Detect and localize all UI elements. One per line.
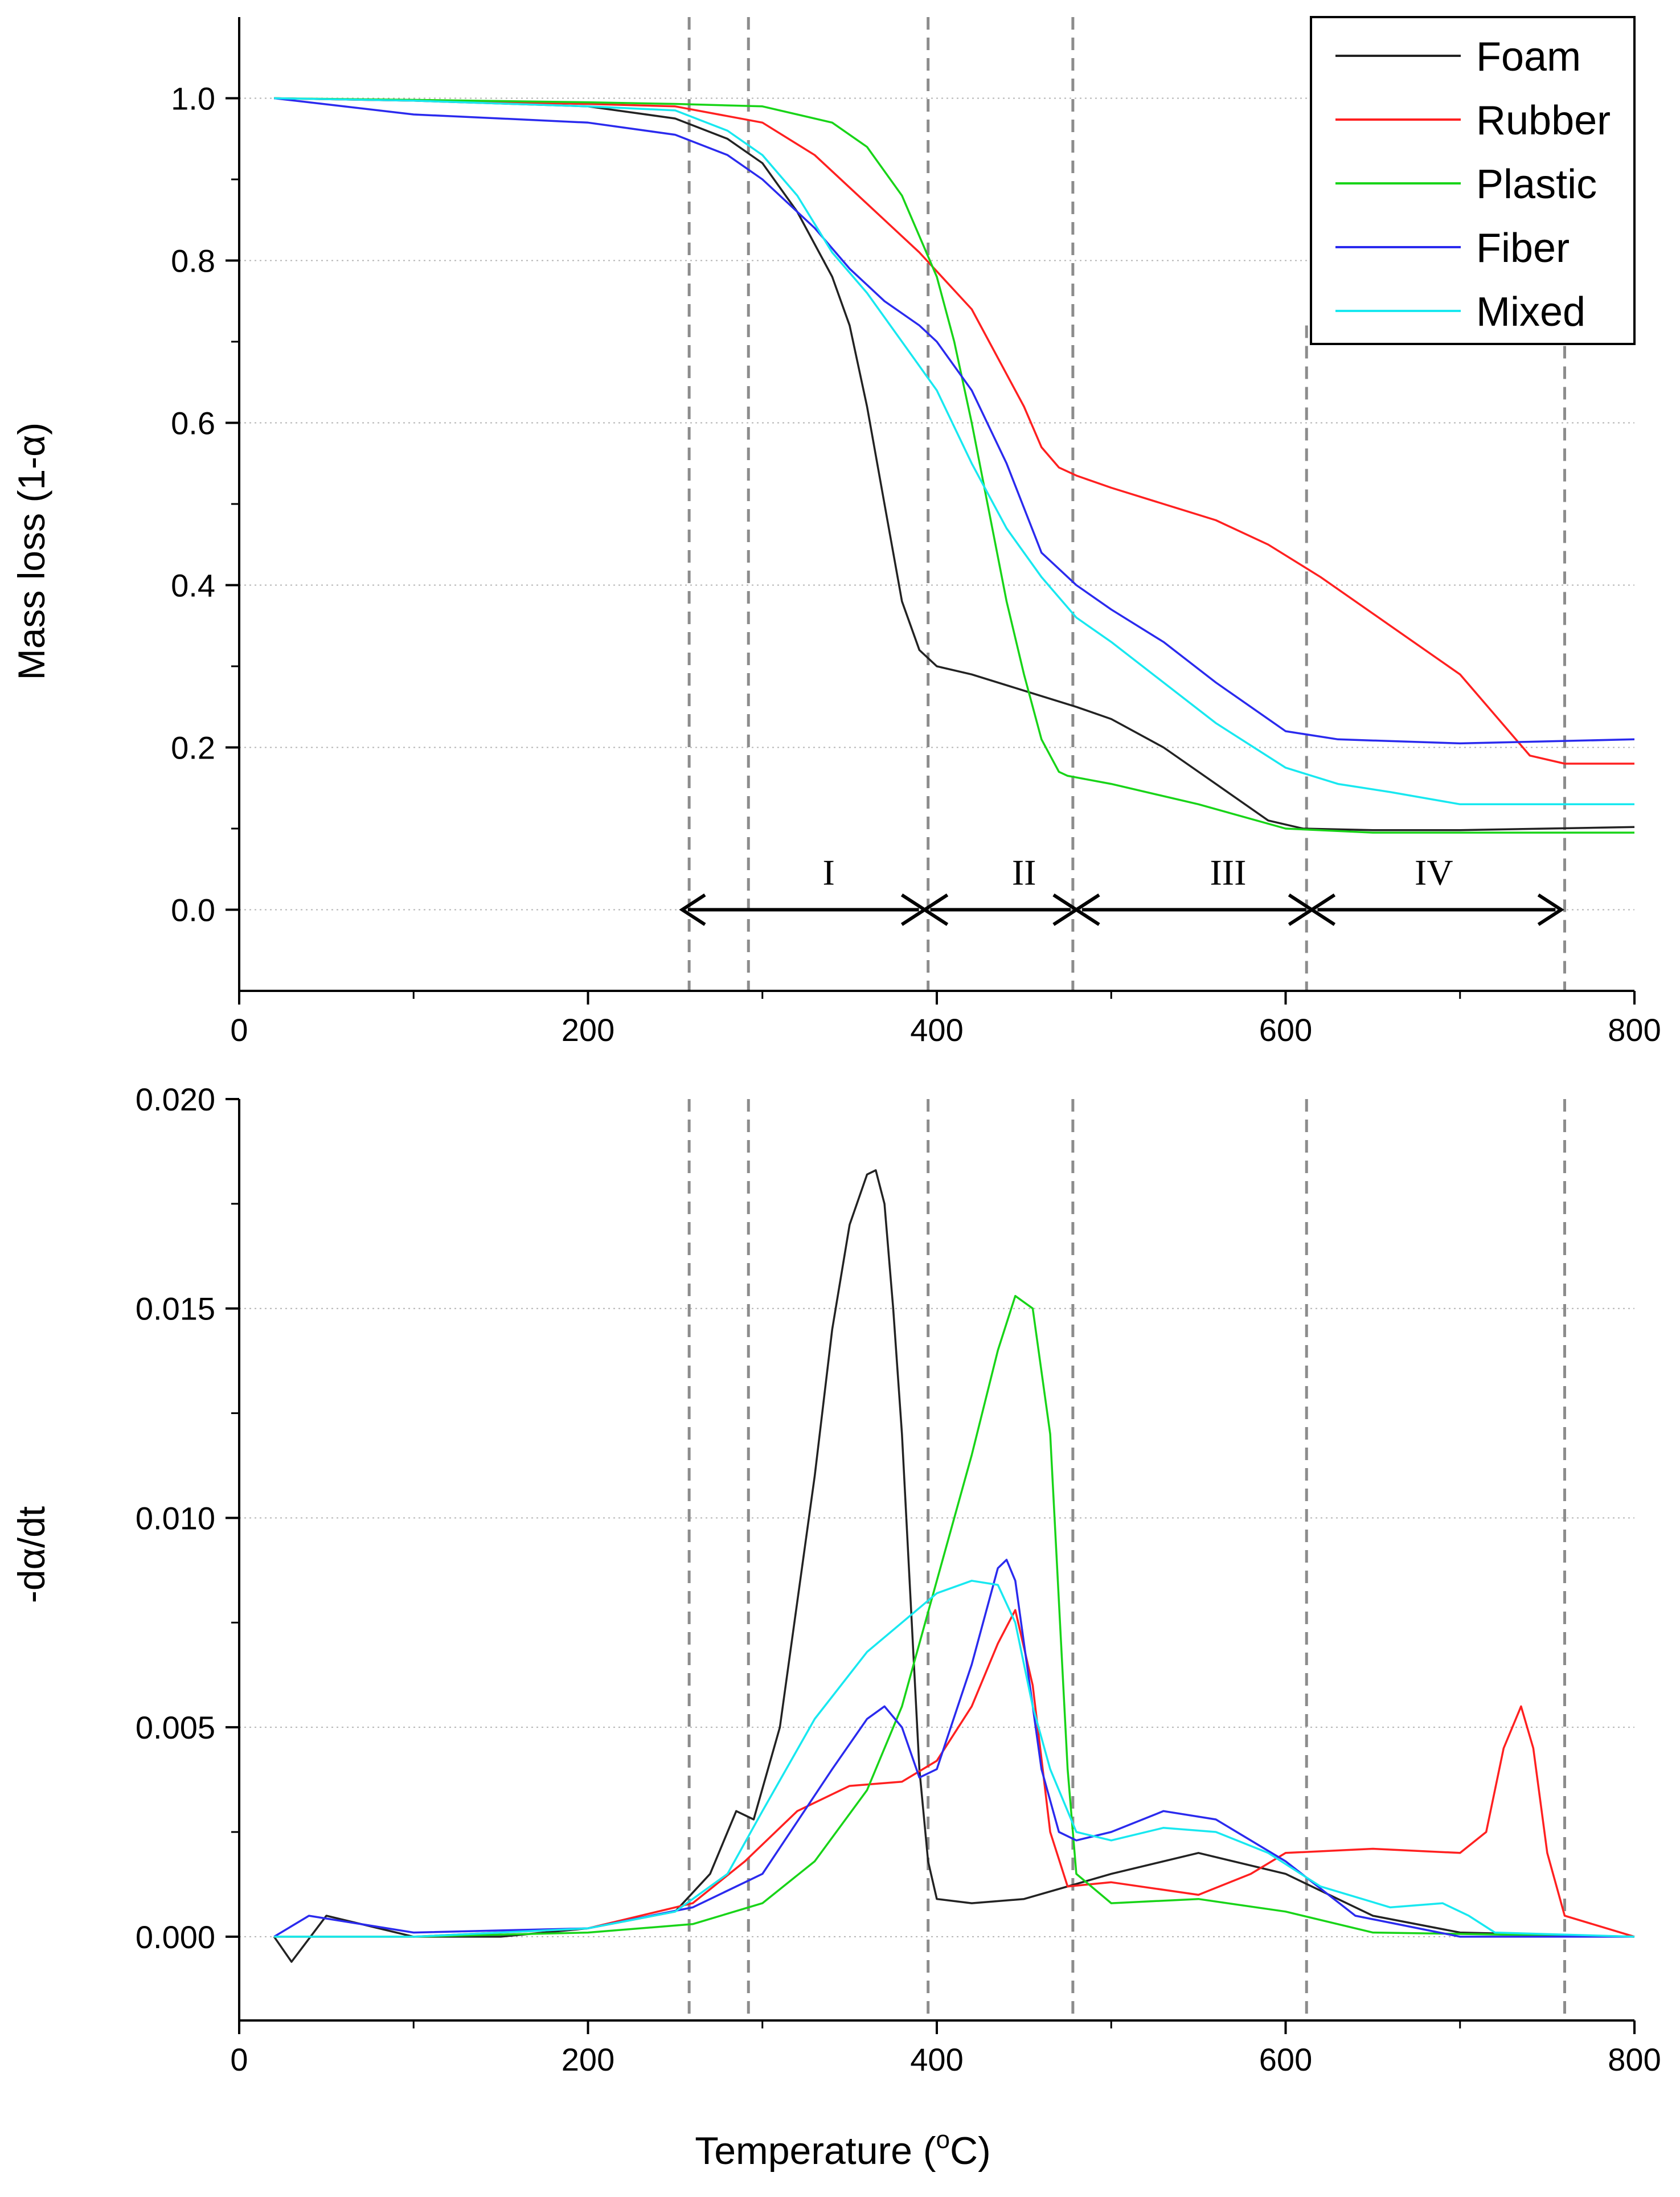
y-tick-label: 0.015 (136, 1291, 215, 1327)
y-tick-label: 1.0 (171, 81, 215, 117)
bottom-y-axis-label: -dα/dt (10, 1506, 52, 1603)
series-line-mixed (274, 1580, 1635, 1938)
x-tick-label: 600 (1259, 1012, 1312, 1048)
y-tick-label: 0.4 (171, 568, 215, 604)
x-tick-label: 800 (1608, 1012, 1661, 1048)
y-tick-label: 0.005 (136, 1710, 215, 1745)
legend-label-mixed: Mixed (1476, 289, 1585, 335)
series-line-fiber (273, 1559, 1634, 1938)
top-y-axis-label: Mass loss (1-α) (10, 423, 52, 681)
x-tick-label: 800 (1608, 2042, 1661, 2077)
x-tick-label: 400 (910, 1012, 963, 1048)
top-series-lines (274, 97, 1635, 834)
bottom-axes: 0 200 400 600 800 0.000 0.005 0.010 0.015 0.020 (136, 1081, 1661, 2077)
x-tick-label: 200 (562, 1012, 614, 1048)
y-tick-label: 0.000 (136, 1919, 215, 1955)
mass-loss-chart: I II III IV 0 200 400 600 8000.00.20.40.60.81.0… (10, 16, 1661, 1048)
bottom-series-lines (273, 1169, 1635, 1963)
series-line-fiber (274, 97, 1635, 745)
y-tick-label: 0.6 (171, 405, 215, 441)
stage-arrows: I II III IV (679, 852, 1564, 927)
stage-label: I (822, 852, 834, 892)
top-axes: 0 200 400 600 800 0.0 0.2 0.4 0.6 0.8 1.0 (171, 17, 1661, 1048)
x-tick-label: 0 (230, 1012, 248, 1048)
stage-arrow-head-left (921, 893, 949, 927)
series-line-plastic (274, 97, 1634, 834)
top-stage-guide-lines (687, 17, 1566, 991)
legend: Foam Rubber Plastic Fiber Mixed (1310, 16, 1636, 345)
series-line-rubber (274, 97, 1634, 765)
legend-label-fiber: Fiber (1476, 226, 1570, 271)
series-line-foam (273, 1169, 1635, 1963)
y-tick-label: 0.0 (171, 892, 215, 928)
legend-label-foam: Foam (1476, 34, 1581, 80)
stage-arrow-head-left (1073, 893, 1100, 927)
stage-arrow-head-left (1308, 893, 1336, 927)
x-axis-label: Temperature (oC) (695, 2126, 991, 2173)
x-tick-label: 400 (910, 2042, 963, 2077)
x-tick-label: 0 (230, 2042, 248, 2077)
series-line-rubber (274, 1609, 1635, 1938)
legend-box (1310, 16, 1636, 345)
x-tick-label: 600 (1259, 2042, 1312, 2077)
derivative-chart: 0 200 400 600 800 0.000 0.005 0.010 0.015 0.020 -… (10, 1081, 1661, 2077)
series-line-plastic (274, 1294, 1635, 1938)
y-tick-label: 0.010 (136, 1500, 215, 1536)
stage-arrow-head-left (679, 893, 706, 927)
bottom-gridlines (239, 1307, 1634, 1937)
stage-label: II (1012, 852, 1036, 892)
y-tick-label: 0.8 (171, 243, 215, 279)
stage-arrow-head-right (1537, 893, 1564, 927)
series-line-foam (274, 97, 1635, 831)
stage-label: III (1210, 852, 1246, 892)
degree-superscript: o (936, 2126, 950, 2154)
series-line-mixed (274, 97, 1634, 806)
bottom-stage-guide-lines (687, 1099, 1566, 2020)
x-tick-label: 200 (562, 2042, 614, 2077)
legend-label-rubber: Rubber (1476, 98, 1611, 144)
legend-label-plastic: Plastic (1476, 162, 1597, 207)
y-tick-label: 0.2 (171, 730, 215, 766)
y-tick-label: 0.020 (136, 1081, 215, 1117)
stage-label: IV (1415, 852, 1453, 892)
